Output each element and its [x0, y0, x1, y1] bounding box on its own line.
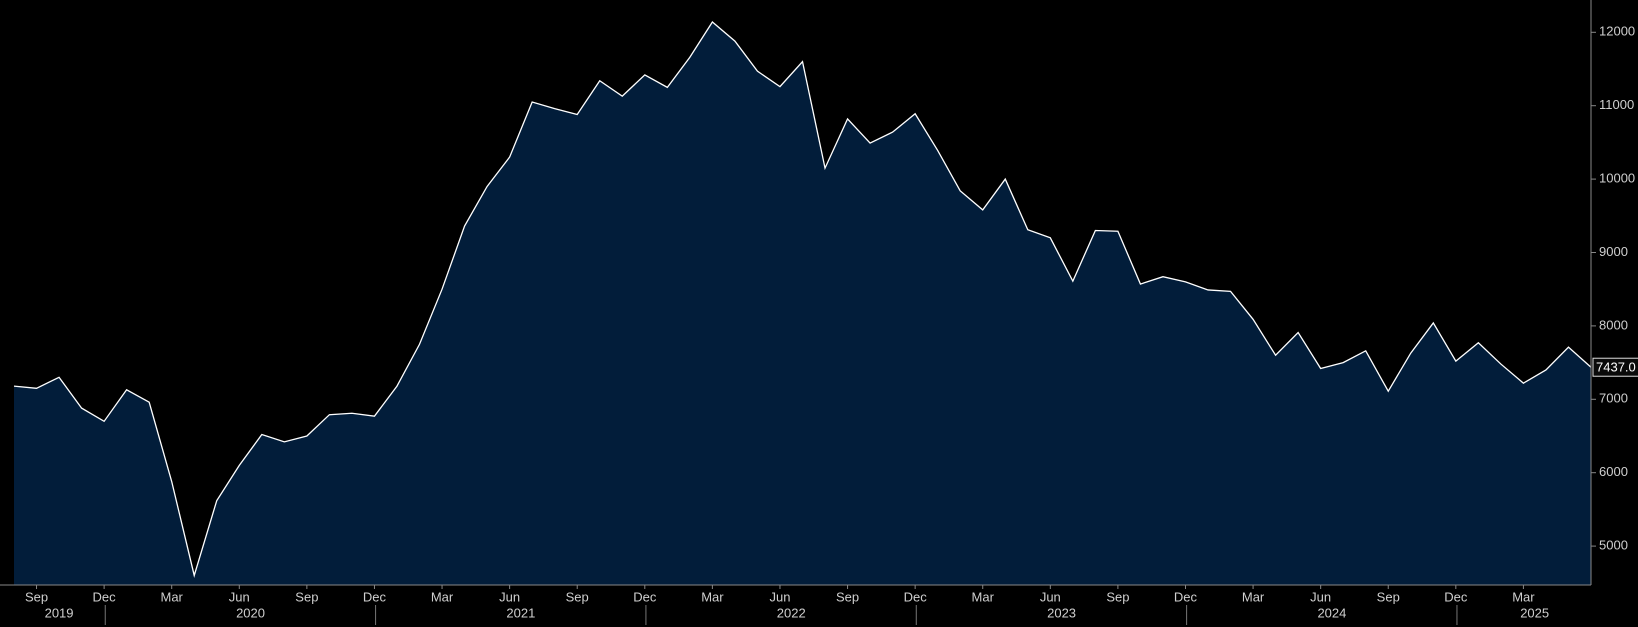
x-tick-label: Jun	[769, 589, 790, 604]
year-label: 2021	[506, 605, 535, 620]
area	[14, 22, 1591, 585]
x-tick-label: Mar	[972, 589, 995, 604]
x-tick-label: Mar	[701, 589, 724, 604]
year-label: 2023	[1047, 605, 1076, 620]
y-tick-label: 10000	[1599, 171, 1635, 186]
y-tick-label: 11000	[1599, 97, 1634, 112]
value-label: 7437.0	[1596, 360, 1636, 375]
x-tick-label: Dec	[633, 589, 657, 604]
x-tick-label: Mar	[161, 589, 184, 604]
x-tick-label: Dec	[363, 589, 387, 604]
y-tick-label: 7000	[1599, 391, 1628, 406]
x-tick-label: Dec	[904, 589, 928, 604]
x-tick-label: Dec	[1444, 589, 1468, 604]
x-tick-label: Jun	[1310, 589, 1331, 604]
line	[13, 21, 1592, 578]
x-tick-label: Dec	[93, 589, 117, 604]
year-label: 2022	[777, 605, 806, 620]
x-tick-label: Sep	[1106, 589, 1129, 604]
y-tick-label: 12000	[1599, 24, 1635, 39]
x-tick-label: Sep	[566, 589, 589, 604]
x-tick-label: Mar	[1512, 589, 1535, 604]
x-tick-label: Jun	[1040, 589, 1061, 604]
y-tick-label: 8000	[1599, 317, 1628, 332]
x-tick-label: Jun	[229, 589, 250, 604]
year-label: 2024	[1317, 605, 1346, 620]
x-tick-label: Jun	[499, 589, 520, 604]
x-tick-label: Dec	[1174, 589, 1198, 604]
y-tick-label: 5000	[1599, 538, 1628, 553]
year-label: 2019	[45, 605, 74, 620]
x-tick-label: Mar	[1242, 589, 1265, 604]
value-label-box	[1592, 357, 1638, 377]
y-tick-label: 9000	[1599, 244, 1628, 259]
x-tick-label: Sep	[295, 589, 318, 604]
y-tick-label: 6000	[1599, 464, 1628, 479]
year-label: 2020	[236, 605, 265, 620]
x-tick-label: Sep	[836, 589, 859, 604]
x-tick-label: Sep	[1377, 589, 1400, 604]
year-label: 2025	[1520, 605, 1549, 620]
x-tick-label: Sep	[25, 589, 48, 604]
x-tick-label: Mar	[431, 589, 454, 604]
